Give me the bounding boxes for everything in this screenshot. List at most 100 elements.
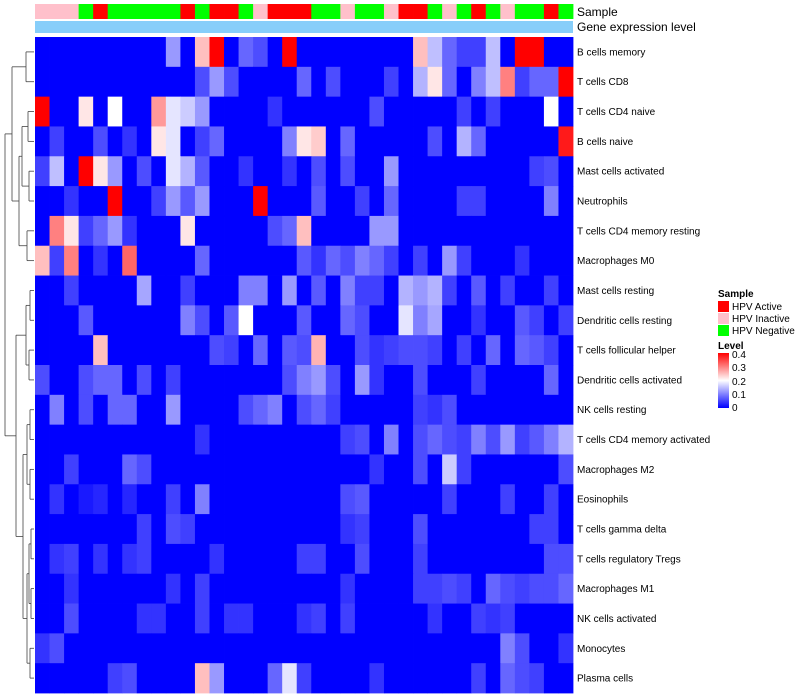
heatmap-cell [383, 484, 399, 515]
heatmap-cell [500, 275, 516, 306]
heatmap-cell [35, 454, 50, 485]
heatmap-cell [180, 96, 196, 127]
heatmap-cell [224, 66, 239, 98]
sample-annotation-cell [558, 4, 574, 19]
heatmap-cell [398, 663, 414, 694]
heatmap-cell [543, 365, 559, 396]
heatmap-cell [514, 305, 530, 336]
heatmap-cell [383, 424, 399, 455]
heatmap-cell [471, 215, 487, 247]
heatmap-cell [456, 305, 472, 336]
heatmap-cell [383, 603, 399, 634]
heatmap-cell [442, 603, 458, 634]
heatmap-cell [224, 275, 239, 306]
heatmap-cell [311, 126, 327, 157]
heatmap-cell [325, 126, 341, 157]
heatmap-cell [49, 663, 65, 694]
heatmap-cell [253, 96, 269, 127]
sample-annotation-cell [209, 4, 225, 19]
heatmap-cell [180, 126, 196, 157]
heatmap-cell [543, 573, 559, 604]
heatmap-cell [107, 66, 123, 98]
heatmap-cell [93, 633, 109, 664]
heatmap-cell [296, 573, 312, 604]
heatmap-cell [49, 126, 65, 157]
heatmap-cell [194, 603, 210, 634]
heatmap-cell [471, 454, 487, 485]
heatmap-cell [340, 96, 356, 127]
heatmap-cell [413, 633, 428, 664]
heatmap-cell [543, 543, 559, 575]
heatmap-cell [35, 275, 50, 306]
heatmap-cell [78, 663, 94, 694]
heatmap-cell [49, 66, 65, 98]
heatmap-cell [151, 603, 167, 634]
sample-annotation-cell [514, 4, 530, 19]
heatmap-cell [64, 215, 80, 247]
heatmap-cell [325, 603, 341, 634]
heatmap-cell [398, 275, 414, 306]
heatmap-cell [514, 37, 530, 68]
heatmap-cell [427, 156, 443, 187]
heatmap-cell [427, 633, 443, 664]
heatmap-cell [471, 305, 487, 336]
heatmap-cell [35, 156, 50, 187]
heatmap-cell [93, 186, 109, 217]
heatmap-cell [500, 37, 516, 68]
heatmap-cell [558, 37, 574, 68]
heatmap-cell [325, 424, 341, 455]
heatmap-cell [224, 514, 239, 545]
heatmap-cell [543, 245, 559, 276]
heatmap-cell [35, 573, 50, 604]
heatmap-cell [282, 543, 298, 575]
heatmap-cell [35, 603, 50, 634]
heatmap-cell [558, 335, 574, 366]
heatmap-cell [136, 603, 152, 634]
heatmap-cell [209, 514, 225, 545]
heatmap-cell [180, 424, 196, 455]
heatmap-cell [267, 663, 283, 694]
heatmap-cell [122, 305, 138, 336]
heatmap-cell [165, 126, 181, 157]
heatmap-cell [296, 424, 312, 455]
row-label: T cells CD4 memory activated [577, 435, 710, 446]
heatmap-cell [194, 275, 210, 306]
sample-annotation-cell [49, 4, 65, 19]
heatmap-cell [180, 305, 196, 336]
heatmap-cell [543, 514, 559, 545]
heatmap-cell [209, 215, 225, 247]
heatmap-cell [209, 96, 225, 127]
heatmap-cell [500, 663, 516, 694]
heatmap-cell [253, 484, 269, 515]
heatmap-cell [529, 603, 545, 634]
heatmap-cell [558, 156, 574, 187]
heatmap-cell [122, 633, 138, 664]
heatmap-cell [485, 245, 501, 276]
heatmap-cell [180, 37, 196, 68]
heatmap-cell [325, 275, 341, 306]
heatmap-cell [500, 126, 516, 157]
heatmap-cell [282, 215, 298, 247]
heatmap-cell [427, 543, 443, 575]
heatmap-cell [165, 633, 181, 664]
heatmap-cell [398, 335, 414, 366]
heatmap-cell [296, 543, 312, 575]
heatmap-cell [253, 603, 269, 634]
heatmap-cell [296, 454, 312, 485]
heatmap-cell [471, 156, 487, 187]
heatmap-cell [354, 335, 370, 366]
heatmap-cell [238, 96, 254, 127]
heatmap-cell [529, 633, 545, 664]
heatmap-cell [194, 365, 210, 396]
heatmap-cell [224, 37, 239, 68]
heatmap-cell [325, 394, 341, 426]
heatmap-cell [398, 603, 414, 634]
heatmap-cell [282, 275, 298, 306]
heatmap-cell [369, 275, 385, 306]
heatmap-cell [311, 603, 327, 634]
heatmap-cell [340, 186, 356, 217]
heatmap-cell [325, 663, 341, 694]
heatmap-cell [543, 305, 559, 336]
heatmap-cell [253, 215, 269, 247]
heatmap-cell [194, 156, 210, 187]
